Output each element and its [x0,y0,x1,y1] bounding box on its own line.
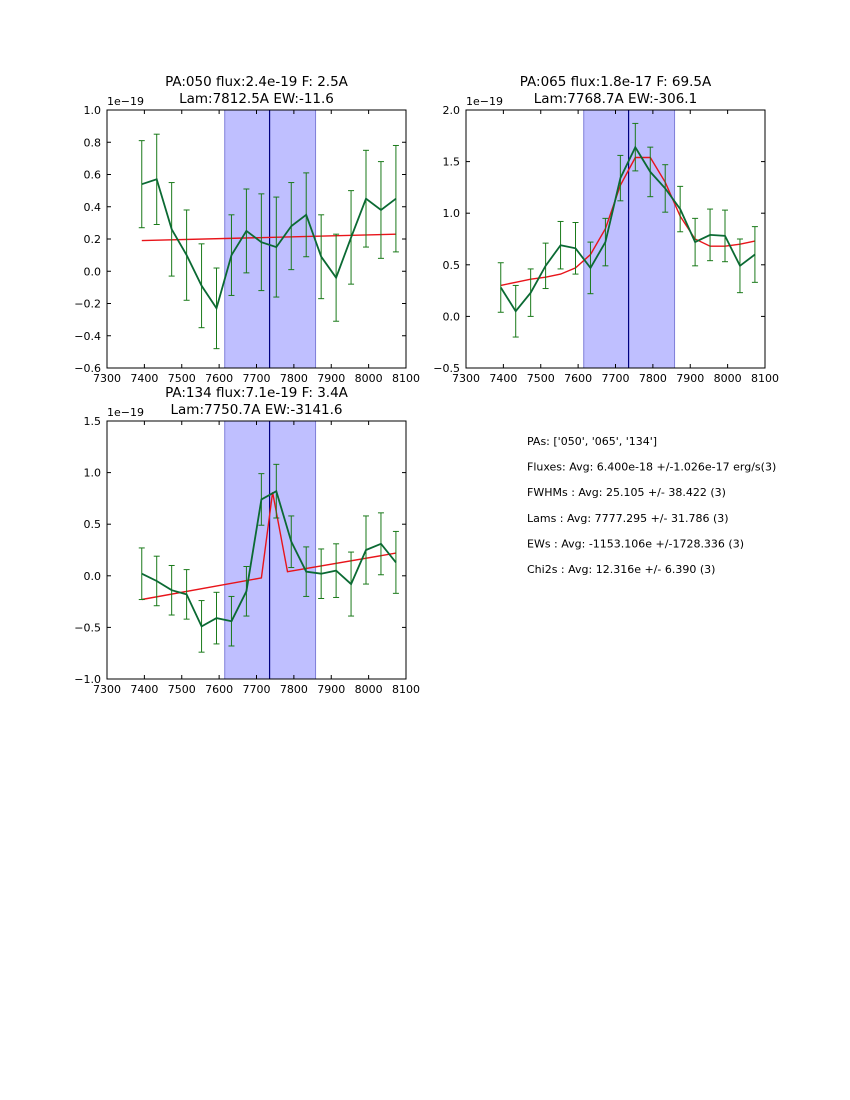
y-tick-label: 1.0 [443,207,461,220]
x-tick-label: 7300 [452,372,480,385]
chart-title-line-2: Lam:7750.7A EW:-3141.6 [171,402,343,418]
x-tick-label: 7600 [205,372,233,385]
model-fit-line [500,156,756,287]
summary-fwhms-line: FWHMs : Avg: 25.105 +/- 38.422 (3) [527,486,726,499]
model-fit-line [141,233,396,242]
x-tick-label: 7400 [130,372,158,385]
y-tick-label: 0.0 [443,310,461,323]
data-flux-line [500,145,756,313]
x-tick-label: 8000 [714,372,742,385]
y-tick-label: 0.8 [84,136,102,149]
x-tick-label: 8100 [392,683,420,696]
y-tick-label: 1.0 [84,467,102,480]
x-tick-label: 7600 [205,683,233,696]
summary-chi2s-line: Chi2s : Avg: 12.316e +/- 6.390 (3) [527,563,715,576]
chart-title-line-1: PA:134 flux:7.1e-19 F: 3.4A [165,385,349,401]
x-tick-label: 7600 [564,372,592,385]
x-tick-label: 7900 [676,372,704,385]
y-tick-label: 0.5 [443,259,461,272]
y-tick-label: 0.4 [84,201,102,214]
chart-panel-2: 7300 7400 7500 7600 7700 7800 7900 8000 8100 −0.5… [433,74,779,385]
y-tick-label: 0.5 [84,518,102,531]
summary-fluxes-line: Fluxes: Avg: 6.400e-18 +/-1.026e-17 erg/… [527,461,776,474]
y-axis-multiplier: 1e−19 [466,95,503,108]
y-tick-label: 0.6 [84,169,102,182]
x-tick-label: 8100 [751,372,779,385]
summary-pas-line: PAs: ['050', '065', '134'] [527,435,657,448]
x-tick-label: 8000 [355,372,383,385]
plot-area [138,110,399,368]
y-tick-label: 2.0 [443,104,461,117]
plot-area [497,110,758,368]
summary-lams-line: Lams : Avg: 7777.295 +/- 31.786 (3) [527,512,729,525]
x-tick-label: 8100 [392,372,420,385]
model-fit-line [141,492,397,601]
x-tick-label: 7800 [280,372,308,385]
x-tick-label: 7300 [93,683,121,696]
y-tick-label: 0.0 [84,265,102,278]
x-tick-label: 7400 [130,683,158,696]
x-tick-label: 7700 [602,372,630,385]
plot-area [138,421,399,679]
data-flux-line [141,489,397,628]
y-tick-label: 1.5 [84,415,102,428]
chart-title-line-1: PA:065 flux:1.8e-17 F: 69.5A [520,74,712,90]
chart-title-line-2: Lam:7812.5A EW:-11.6 [179,91,334,107]
x-tick-label: 8000 [355,683,383,696]
summary-notes-text: PAs: ['050', '065', '134'] Fluxes: Avg: 6… [527,435,776,576]
x-tick-label: 7900 [317,372,345,385]
x-tick-label: 7500 [168,683,196,696]
x-tick-label: 7700 [243,372,271,385]
y-tick-label: 0.2 [84,233,102,246]
y-tick-label: 1.5 [443,156,461,169]
chart-panel-1: 7300 7400 7500 7600 7700 7800 7900 8000 8100 −0.6… [74,74,420,385]
x-tick-label: 7300 [93,372,121,385]
y-tick-label: −0.6 [74,362,101,375]
chart-panel-3: 7300 7400 7500 7600 7700 7800 7900 8000 8100 −1.0… [74,385,420,696]
x-tick-label: 7500 [527,372,555,385]
y-tick-label: −0.5 [433,362,460,375]
y-tick-label: 1.0 [84,104,102,117]
x-tick-label: 7500 [168,372,196,385]
x-tick-label: 7800 [280,683,308,696]
y-tick-label: 0.0 [84,570,102,583]
y-tick-label: −0.4 [74,330,101,343]
data-flux-line [141,178,397,311]
y-axis-multiplier: 1e−19 [107,406,144,419]
chart-title-line-1: PA:050 flux:2.4e-19 F: 2.5A [165,74,349,90]
chart-title-line-2: Lam:7768.7A EW:-306.1 [534,91,697,107]
x-tick-label: 7900 [317,683,345,696]
x-tick-label: 7400 [489,372,517,385]
y-axis-multiplier: 1e−19 [107,95,144,108]
y-tick-label: −1.0 [74,673,101,686]
y-tick-label: −0.2 [74,298,101,311]
y-tick-label: −0.5 [74,621,101,634]
x-tick-label: 7700 [243,683,271,696]
x-tick-label: 7800 [639,372,667,385]
summary-ews-line: EWs : Avg: -1153.106e +/-1728.336 (3) [527,537,744,550]
